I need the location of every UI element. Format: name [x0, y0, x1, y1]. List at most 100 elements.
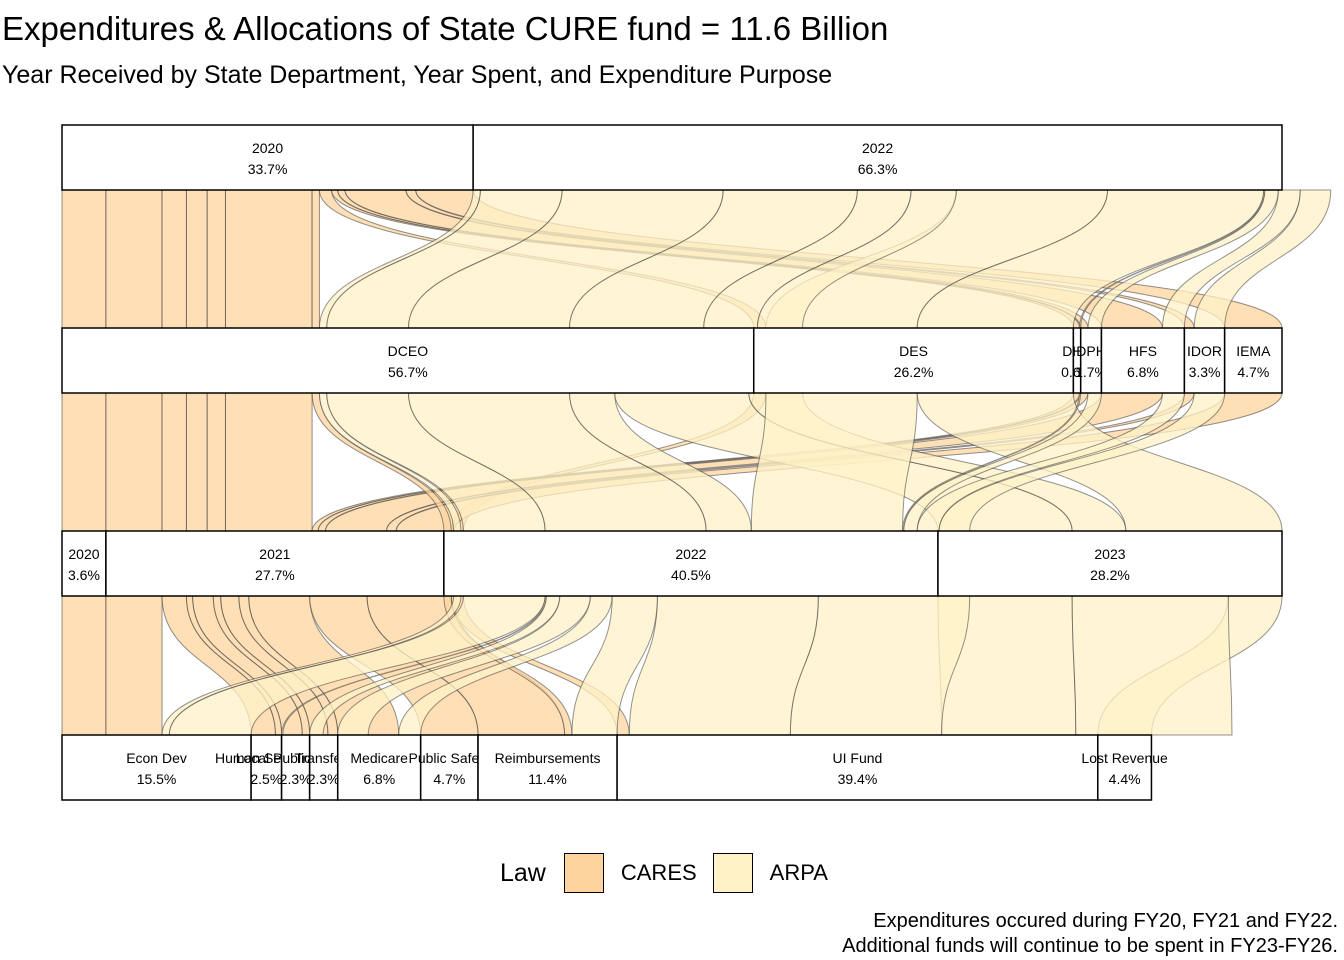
- legend-title: Law: [500, 858, 546, 887]
- stratum-pct: 6.8%: [1127, 364, 1159, 380]
- stratum-box: [616, 734, 1099, 801]
- stratum-department-des: DES 26.2%: [752, 327, 1075, 394]
- flow-cares-0-4: [206, 189, 226, 329]
- stratum-pct: 28.2%: [1090, 567, 1130, 583]
- stratum-year-spent-2023: 2023 28.2%: [937, 530, 1283, 597]
- stratum-pct: 4.4%: [1109, 771, 1141, 787]
- stratum-pct: 1.7%: [1075, 364, 1107, 380]
- chart-title: Expenditures & Allocations of State CURE…: [2, 10, 889, 47]
- caption: Expenditures occured during FY20, FY21 a…: [842, 909, 1338, 959]
- stratum-department-iema: IEMA 4.7%: [1223, 327, 1283, 394]
- flow-cares-1-3: [185, 392, 208, 532]
- stratum-pct: 27.7%: [255, 567, 295, 583]
- stratum-year-spent-2021: 2021 27.7%: [105, 530, 445, 597]
- stratum-box: [61, 124, 474, 191]
- stratum-pct: 15.5%: [137, 771, 177, 787]
- flow-cares-0-12: [311, 189, 320, 329]
- stratum-purpose-medicare: Medicare 6.8%: [336, 734, 422, 801]
- stratum-box: [472, 124, 1283, 191]
- stratum-pct: 40.5%: [671, 567, 711, 583]
- stratum-box: [308, 734, 339, 801]
- stratum-name: IDOR: [1187, 343, 1222, 359]
- flow-cares-1-2: [161, 392, 187, 532]
- stratum-name: 2020: [68, 546, 99, 562]
- stratum-pct: 33.7%: [248, 161, 288, 177]
- stratum-pct: 3.6%: [68, 567, 100, 583]
- flow-cares-0-5: [224, 189, 313, 329]
- stratum-name: DPH: [1076, 343, 1106, 359]
- chart-subtitle: Year Received by State Department, Year …: [2, 61, 833, 89]
- stratum-name: Medicare: [350, 750, 408, 766]
- legend: Law CARES ARPA: [500, 850, 844, 896]
- legend-label-cares: CARES: [620, 860, 697, 885]
- flow-arpa-2-15: [628, 595, 819, 736]
- flow-cares-0-2: [161, 189, 187, 329]
- stratum-box: [250, 734, 283, 801]
- stratum-pct: 26.2%: [894, 364, 934, 380]
- stratum-name: 2020: [252, 140, 283, 156]
- stratum-name: Public Safety: [408, 750, 490, 766]
- stratum-name: Lost Revenue: [1081, 750, 1168, 766]
- stratum-pct: 2.5%: [250, 771, 282, 787]
- legend-swatch-arpa: [712, 853, 753, 893]
- stratum-year-received-2020: 2020 33.7%: [61, 124, 474, 191]
- stratum-year-received-2022: 2022 66.3%: [472, 124, 1283, 191]
- flow-cares-0-1: [105, 189, 163, 329]
- stratum-name: Reimbursements: [495, 750, 601, 766]
- caption-line-2: Additional funds will continue to be spe…: [842, 935, 1338, 957]
- stratum-name: UI Fund: [833, 750, 883, 766]
- flow-cares-1-5: [224, 392, 313, 532]
- stratum-box: [1072, 327, 1082, 394]
- stratum-name: DES: [899, 343, 928, 359]
- stratum-box: [336, 734, 422, 801]
- stratum-pct: 6.8%: [363, 771, 395, 787]
- stratum-year-spent-2020: 2020 3.6%: [61, 530, 107, 597]
- stratum-box: [1183, 327, 1226, 394]
- stratum-pct: 66.3%: [858, 161, 898, 177]
- stratum-pct: 4.7%: [433, 771, 465, 787]
- flow-arpa-2-19: [1071, 595, 1233, 736]
- flows-layer: [61, 189, 1332, 736]
- stratum-purpose-lost-revenue: Lost Revenue 4.4%: [1081, 734, 1168, 801]
- stratum-pct: 2.3%: [280, 771, 312, 787]
- stratum-box: [280, 734, 311, 801]
- stratum-purpose-econ-dev: Econ Dev 15.5%: [61, 734, 252, 801]
- stratum-name: 2021: [259, 546, 290, 562]
- stratum-department-dceo: DCEO 56.7%: [61, 327, 755, 394]
- stratum-box: [1100, 327, 1186, 394]
- legend-label-arpa: ARPA: [769, 860, 828, 885]
- stratum-name: HFS: [1129, 343, 1157, 359]
- stratum-purpose-ui-fund: UI Fund 39.4%: [616, 734, 1099, 801]
- stratum-box: [477, 734, 618, 801]
- stratum-box: [443, 530, 939, 597]
- flow-arpa-2-18: [789, 595, 971, 736]
- stratum-pct: 4.7%: [1237, 364, 1269, 380]
- stratum-pct: 39.4%: [838, 771, 878, 787]
- flow-arpa-1-18: [750, 392, 918, 532]
- stratum-pct: 3.3%: [1189, 364, 1221, 380]
- stratum-box: [61, 530, 107, 597]
- stratum-box: [61, 327, 755, 394]
- flow-cares-0-3: [185, 189, 208, 329]
- flow-cares-2-1: [105, 595, 163, 736]
- flow-cares-0-0: [61, 189, 107, 329]
- legend-swatch-cares: [563, 853, 604, 893]
- stratum-year-spent-2022: 2022 40.5%: [443, 530, 939, 597]
- caption-line-1: Expenditures occured during FY20, FY21 a…: [873, 910, 1338, 932]
- flow-cares-1-4: [206, 392, 226, 532]
- stratum-pct: 2.3%: [308, 771, 340, 787]
- flow-cares-1-1: [105, 392, 163, 532]
- stratum-box: [1079, 327, 1103, 394]
- strata-layer: 202033.7%202266.3%DCEO56.7%DES26.2%DHS0.…: [61, 124, 1283, 801]
- flow-cares-1-0: [61, 392, 107, 532]
- stratum-pct: 56.7%: [388, 364, 428, 380]
- stratum-box: [1097, 734, 1153, 801]
- stratum-purpose-reimbursements: Reimbursements 11.4%: [477, 734, 618, 801]
- stratum-box: [105, 530, 445, 597]
- stratum-name: Econ Dev: [126, 750, 187, 766]
- stratum-box: [419, 734, 479, 801]
- stratum-department-idor: IDOR 3.3%: [1183, 327, 1226, 394]
- flow-cares-2-0: [61, 595, 107, 736]
- stratum-name: 2022: [675, 546, 706, 562]
